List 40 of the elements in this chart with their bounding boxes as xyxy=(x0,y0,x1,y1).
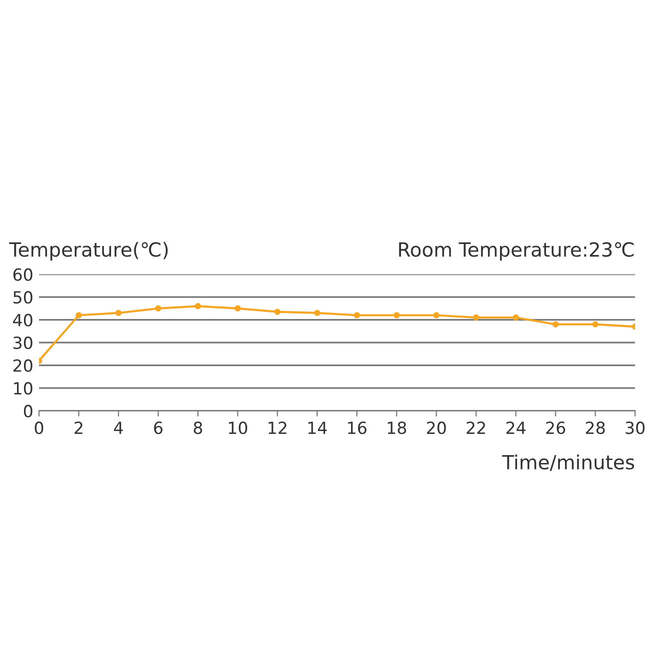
x-tick-label: 10 xyxy=(228,422,248,434)
point xyxy=(433,312,440,318)
point xyxy=(472,314,480,321)
x-tick-label: 28 xyxy=(586,422,605,434)
point xyxy=(354,312,360,318)
x-tick-label: 6 xyxy=(154,422,162,434)
x-tick-label: 4 xyxy=(114,422,123,434)
y-tick-label: 60 xyxy=(13,268,32,281)
y-tick-label: 20 xyxy=(13,359,32,372)
x-tick-label: 26 xyxy=(546,422,566,434)
point xyxy=(512,314,519,321)
point xyxy=(76,312,82,318)
point xyxy=(314,310,320,316)
x-tick-label: 14 xyxy=(308,422,327,434)
y-tick-label: 0 xyxy=(24,404,32,418)
y-tick-label: 30 xyxy=(14,336,32,350)
point xyxy=(394,312,400,318)
x-tick-label: 24 xyxy=(506,422,526,434)
x-axis-title: Time/minutes xyxy=(502,454,634,472)
x-tick-label: 12 xyxy=(268,422,286,434)
x-tick-label: 8 xyxy=(194,422,202,434)
point xyxy=(234,305,241,312)
text: Room Temperature:23℃ xyxy=(399,242,634,261)
x-tick-label: 16 xyxy=(348,422,366,434)
y-tick-label: 40 xyxy=(13,314,32,326)
x-tick-label: 0 xyxy=(34,422,44,434)
point xyxy=(115,310,122,316)
y-axis-title: Temperature(℃) xyxy=(9,242,168,261)
x-tick-label: 22 xyxy=(466,422,486,434)
x-tick-label: 30 xyxy=(626,422,645,434)
point xyxy=(592,321,598,328)
x-tick-label: 2 xyxy=(74,422,82,434)
y-tick-label: 50 xyxy=(14,291,32,304)
point xyxy=(194,303,202,310)
point xyxy=(552,321,559,328)
x-tick-label: 20 xyxy=(426,422,446,434)
y-tick-label: 10 xyxy=(14,382,32,395)
x-tick-label: 18 xyxy=(388,422,406,434)
point xyxy=(155,305,162,312)
point xyxy=(274,308,281,315)
